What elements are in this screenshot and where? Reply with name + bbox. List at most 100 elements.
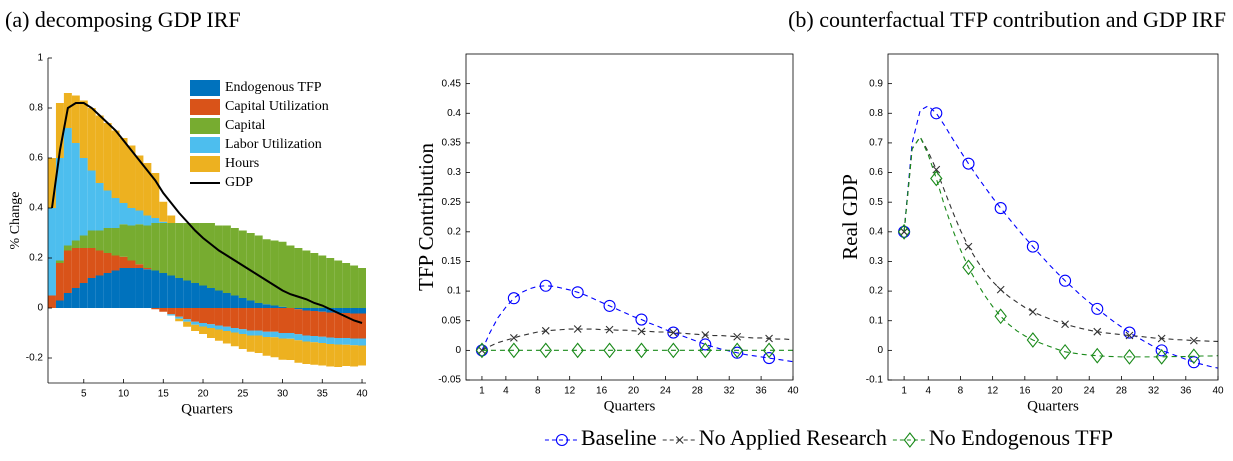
marker: [699, 342, 712, 359]
x-tick-label: 36: [1180, 386, 1192, 397]
marker: [1028, 307, 1037, 316]
marker: [539, 342, 552, 359]
bar-segment: [246, 300, 255, 308]
bar-segment: [183, 308, 192, 320]
x-axis-label: Quarters: [181, 401, 233, 417]
marker: [1059, 274, 1072, 287]
bar-segment: [95, 230, 104, 251]
marker: [1026, 240, 1039, 253]
bar-segment: [135, 268, 144, 308]
x-tick-label: 1: [479, 386, 485, 397]
x-tick-label: 32: [1148, 386, 1160, 397]
marker: [1026, 332, 1040, 348]
bar-segment: [48, 158, 56, 208]
bar-segment: [111, 130, 120, 198]
y-tick-label: 0.2: [29, 253, 43, 264]
y-tick-label: 0.8: [869, 108, 883, 119]
y-tick-label: -0.2: [26, 353, 44, 364]
series-line: [903, 135, 1219, 343]
marker: [962, 157, 975, 170]
bar-segment: [79, 158, 88, 236]
bar-segment: [342, 344, 351, 366]
bar-segment: [87, 278, 96, 308]
y-tick-label: 0.05: [442, 315, 462, 326]
y-tick-label: 0.35: [442, 138, 462, 149]
bar-segment: [167, 215, 176, 223]
bar-segment: [127, 208, 136, 226]
x-tick-label: 12: [564, 386, 576, 397]
bar-segment: [95, 275, 104, 308]
y-tick-label: 0.1: [447, 286, 461, 297]
bar-segment: [262, 337, 271, 356]
bar-segment: [159, 201, 168, 222]
marker: [1125, 331, 1134, 340]
bar-segment: [302, 310, 311, 336]
x-tick-label: 10: [118, 389, 130, 400]
marker: [1091, 302, 1104, 315]
marker: [507, 342, 521, 359]
bar-segment: [334, 313, 343, 338]
bar-segment: [48, 295, 56, 308]
bar-segment: [151, 270, 160, 308]
bar-segment: [183, 319, 192, 322]
bar-segment: [246, 335, 255, 352]
bar-segment: [342, 263, 351, 308]
bar-segment: [191, 324, 200, 331]
bar-segment: [278, 338, 287, 360]
legend: Baseline No Applied Research No Endogenous…: [544, 425, 1113, 450]
marker: [1091, 347, 1104, 364]
bar-segment: [302, 250, 311, 308]
legend-label: Endogenous TFP: [225, 80, 322, 95]
legend-label: No Endogenous TFP: [929, 425, 1113, 450]
bar-segment: [87, 248, 96, 278]
bar-segment: [358, 268, 366, 308]
bar-segment: [183, 223, 192, 281]
bar-segment: [294, 334, 303, 341]
bar-segment: [246, 330, 255, 336]
marker: [1155, 348, 1168, 365]
marker: [1058, 343, 1072, 360]
panel-title: (a) decomposing GDP IRF: [5, 7, 241, 32]
bar-segment: [254, 308, 263, 331]
y-tick-label: 0.4: [447, 108, 461, 119]
bar-segment: [262, 239, 271, 305]
bar-segment: [111, 198, 120, 228]
x-tick-label: 8: [535, 386, 541, 397]
bar-segment: [191, 223, 200, 283]
y-tick-label: 0: [455, 345, 461, 356]
y-tick-label: 0.4: [29, 203, 43, 214]
marker: [675, 436, 684, 444]
bar-segment: [175, 308, 184, 317]
marker: [573, 325, 582, 333]
marker: [1157, 334, 1166, 343]
bar-segment: [238, 230, 247, 298]
bar-segment: [310, 336, 319, 343]
bar-segment: [167, 223, 176, 276]
bar-segment: [278, 333, 287, 339]
bar-segment: [318, 255, 327, 308]
bar-segment: [294, 340, 303, 363]
legend-swatch: [190, 156, 220, 172]
axes-frame: [465, 53, 794, 381]
marker: [1123, 326, 1136, 339]
bar-segment: [318, 311, 327, 337]
bar-segment: [326, 337, 335, 344]
y-tick-label: 0.7: [869, 138, 883, 149]
bar-segment: [326, 344, 335, 367]
bar-segment: [127, 225, 136, 261]
bar-segment: [270, 305, 279, 308]
bar-segment: [79, 100, 88, 158]
bar-segment: [103, 253, 112, 273]
bar-segment: [103, 123, 112, 191]
legend-swatch: [190, 80, 220, 96]
marker: [765, 334, 773, 343]
bar-segment: [95, 115, 104, 183]
legend: Endogenous TFP Capital Utilization Capital…: [186, 76, 364, 196]
series-line: [481, 285, 794, 363]
y-tick-label: 0.25: [442, 197, 462, 208]
x-tick-label: 25: [237, 389, 249, 400]
bar-segment: [143, 215, 152, 226]
y-tick-label: 0.15: [442, 256, 462, 267]
bar-segment: [135, 264, 144, 268]
